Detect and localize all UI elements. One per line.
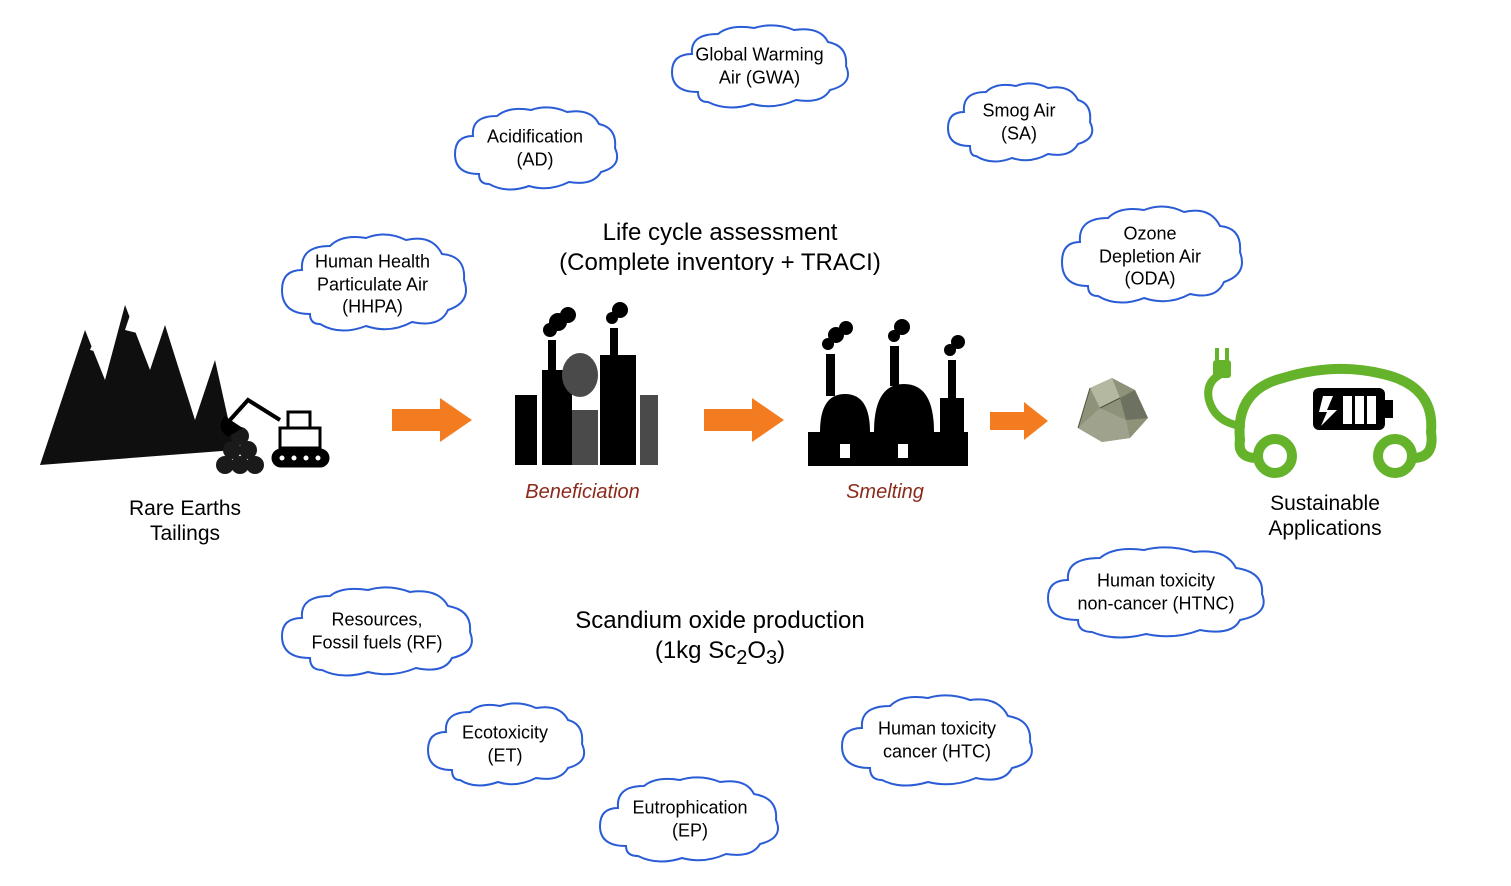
stage-product <box>1060 360 1160 457</box>
cloud-htnc-text: Human toxicity non-cancer (HTNC) <box>1054 570 1258 615</box>
cloud-hhpa: Human Health Particulate Air (HHPA) <box>270 228 475 340</box>
center-subtitle-line1: Scandium oxide production <box>575 607 865 634</box>
center-title: Life cycle assessment (Complete inventor… <box>520 218 920 278</box>
cloud-htc-text: Human toxicity cancer (HTC) <box>848 718 1027 763</box>
cloud-et-text: Ecotoxicity (ET) <box>433 722 578 767</box>
stage-sustainable: Sustainable Applications <box>1190 330 1460 541</box>
center-title-line1: Life cycle assessment <box>603 219 838 246</box>
scandium-oxide-icon <box>1060 360 1160 452</box>
smelting-label: Smelting <box>790 481 980 504</box>
stage-smelting: Smelting <box>790 302 980 504</box>
sustainable-label: Sustainable Applications <box>1190 491 1460 541</box>
cloud-htc: Human toxicity cancer (HTC) <box>832 690 1042 790</box>
center-subtitle-line2: (1kg Sc2O3) <box>655 637 785 664</box>
stage-beneficiation: Beneficiation <box>490 300 675 504</box>
beneficiation-label: Beneficiation <box>490 481 675 504</box>
cloud-et: Ecotoxicity (ET) <box>420 698 590 790</box>
cloud-rf-text: Resources, Fossil fuels (RF) <box>288 609 467 654</box>
cloud-ep: Eutrophication (EP) <box>590 772 790 866</box>
arrow-1 <box>392 398 472 447</box>
cloud-htnc: Human toxicity non-cancer (HTNC) <box>1036 542 1276 642</box>
center-title-line2: (Complete inventory + TRACI) <box>559 249 881 276</box>
arrow-3 <box>990 402 1048 445</box>
ev-car-icon <box>1195 330 1455 480</box>
cloud-ad-text: Acidification (AD) <box>459 126 612 171</box>
cloud-sa: Smog Air (SA) <box>940 78 1098 166</box>
cloud-gwa-text: Global Warming Air (GWA) <box>677 44 843 89</box>
cloud-oda-text: Ozone Depletion Air (ODA) <box>1065 222 1235 290</box>
rare-earths-label: Rare Earths Tailings <box>30 496 340 546</box>
cloud-ad: Acidification (AD) <box>445 102 625 194</box>
cloud-rf: Resources, Fossil fuels (RF) <box>272 582 482 680</box>
center-subtitle: Scandium oxide production (1kg Sc2O3) <box>520 606 920 671</box>
cloud-gwa: Global Warming Air (GWA) <box>662 20 857 112</box>
arrow-2 <box>704 398 784 447</box>
cloud-oda: Ozone Depletion Air (ODA) <box>1050 200 1250 312</box>
factory-smelting-icon <box>790 302 980 470</box>
cloud-sa-text: Smog Air (SA) <box>952 100 1086 145</box>
cloud-ep-text: Eutrophication (EP) <box>605 797 775 842</box>
cloud-hhpa-text: Human Health Particulate Air (HHPA) <box>285 250 459 318</box>
factory-beneficiation-icon <box>490 300 675 470</box>
